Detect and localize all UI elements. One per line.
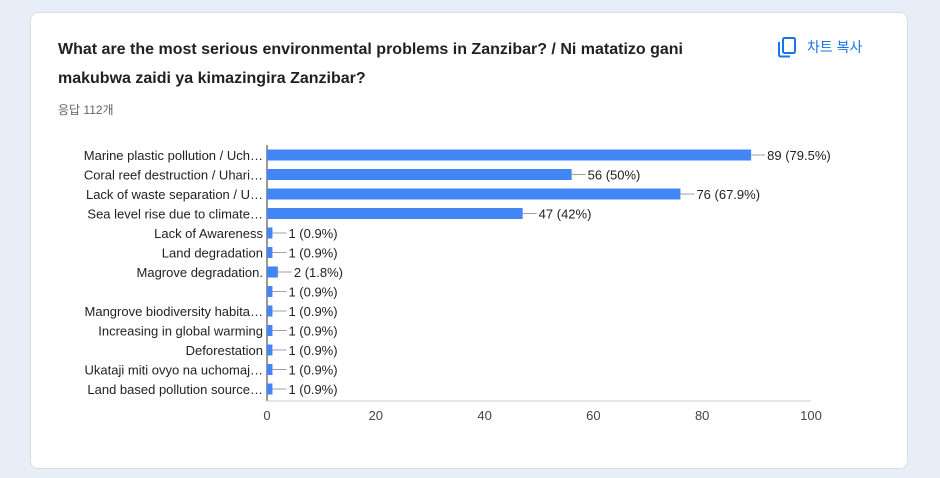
copy-icon [777,36,797,58]
category-label: Land based pollution source… [87,382,263,397]
chart-card: What are the most serious environmental … [30,12,908,469]
data-label: 1 (0.9%) [288,226,337,241]
category-label: Lack of Awareness [154,226,263,241]
response-count: 응답 112개 [58,103,114,117]
bar [267,364,273,375]
bar [267,344,273,356]
x-tick-label: 100 [800,408,822,423]
bar [267,169,572,180]
bar [267,286,273,297]
data-label: 1 (0.9%) [288,246,337,261]
x-tick-label: 20 [369,408,383,423]
copy-chart-button[interactable]: 차트 복사 [777,33,862,61]
data-label: 56 (50%) [588,168,641,183]
data-label: 89 (79.5%) [767,148,831,163]
data-label: 1 (0.9%) [288,285,337,300]
data-label: 1 (0.9%) [288,363,337,378]
category-label: Marine plastic pollution / Uch… [84,148,263,163]
data-label: 2 (1.8%) [294,265,343,280]
bar [267,383,273,395]
category-label: Ukataji miti ovyo na uchomaj… [85,363,263,378]
data-label: 47 (42%) [539,207,592,222]
question-title: What are the most serious environmental … [58,41,683,87]
data-label: 1 (0.9%) [288,382,337,397]
data-label: 1 (0.9%) [288,304,337,319]
category-label: Increasing in global warming [98,324,263,339]
category-label: Deforestation [186,343,263,358]
category-label: Magrove degradation. [137,265,263,280]
category-label: Land degradation [162,246,263,261]
bar [267,325,273,336]
x-tick-label: 0 [263,408,270,423]
category-label: Lack of waste separation / U… [86,187,263,202]
category-label: Coral reef destruction / Uhari… [84,168,263,183]
data-label: 1 (0.9%) [288,324,337,339]
category-label: Sea level rise due to climate… [87,207,263,222]
bar [267,227,273,239]
bar [267,208,523,219]
bar [267,149,752,161]
bar [267,266,278,278]
x-tick-label: 80 [695,408,709,423]
x-tick-label: 40 [477,408,491,423]
bar [267,247,273,258]
data-label: 1 (0.9%) [288,343,337,358]
bar [267,188,681,200]
bar [267,305,273,317]
category-label: Mangrove biodiversity habita… [85,304,263,319]
copy-chart-label: 차트 복사 [807,39,863,55]
x-tick-label: 60 [586,408,600,423]
data-label: 76 (67.9%) [696,187,760,202]
